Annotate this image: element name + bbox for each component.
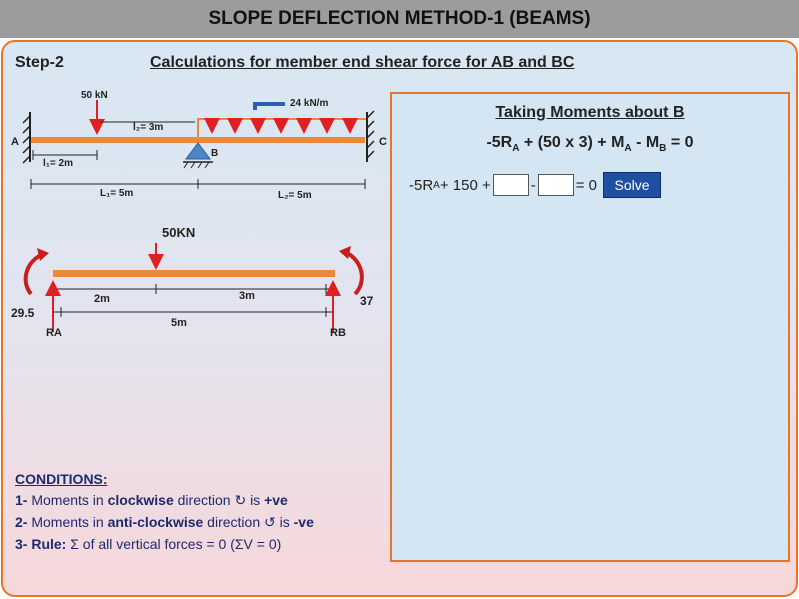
label-c: C bbox=[379, 136, 387, 148]
label-b: B bbox=[211, 148, 218, 159]
condition-3: 3- Rule: Σ of all vertical forces = 0 (Σ… bbox=[15, 536, 282, 552]
dim-l1-label: l₁= 2m bbox=[43, 158, 73, 169]
condition-1: 1- Moments in clockwise direction ↻ is +… bbox=[15, 492, 288, 508]
conditions-section: CONDITIONS: 1- Moments in clockwise dire… bbox=[15, 471, 314, 552]
reaction-a-label: RA bbox=[46, 327, 62, 339]
fbd-dim-left: 2m bbox=[94, 293, 110, 305]
content-panel: Step-2 Calculations for member end shear… bbox=[1, 40, 798, 597]
fbd-span-label: 5m bbox=[171, 317, 187, 329]
moment-right-arrow bbox=[344, 250, 364, 296]
mb-value-input[interactable] bbox=[537, 174, 574, 196]
conditions-title: CONDITIONS: bbox=[15, 471, 108, 487]
beam bbox=[31, 137, 365, 143]
calculation-title: Calculations for member end shear force … bbox=[150, 54, 575, 71]
fbd-load-label: 50KN bbox=[162, 225, 195, 240]
udl-label: 24 kN/m bbox=[290, 98, 328, 109]
span-l2-label: L₂= 5m bbox=[278, 190, 312, 201]
point-load-label: 50 kN bbox=[81, 90, 108, 101]
box-title: Taking Moments about B bbox=[495, 104, 685, 121]
solve-button[interactable]: Solve bbox=[603, 172, 662, 198]
fbd-dim-right: 3m bbox=[239, 290, 255, 302]
moment-calculation-box: Taking Moments about B -5RA + (50 x 3) +… bbox=[390, 92, 790, 562]
page-title: SLOPE DEFLECTION METHOD-1 (BEAMS) bbox=[208, 8, 591, 29]
ma-value-input[interactable] bbox=[492, 174, 529, 196]
span-l1-label: L₁= 5m bbox=[100, 188, 133, 199]
title-bar: SLOPE DEFLECTION METHOD-1 (BEAMS) bbox=[0, 0, 799, 38]
moment-left-arrow bbox=[23, 252, 44, 296]
udl-arrows bbox=[204, 118, 358, 134]
label-a: A bbox=[11, 136, 19, 148]
condition-2: 2- Moments in anti-clockwise direction ↺… bbox=[15, 514, 314, 530]
dim-l2-label: l₂= 3m bbox=[133, 122, 163, 133]
fixed-support-a bbox=[22, 112, 31, 164]
udl-pointer bbox=[253, 102, 285, 110]
beam-diagram: A C B 50 kN l₂= 3m bbox=[11, 90, 387, 339]
reaction-b-label: RB bbox=[330, 327, 346, 339]
moment-equation: -5RA + (50 x 3) + MA - MB = 0 bbox=[486, 134, 694, 155]
equation-input-row: -5R A + 150 + - = 0 Solve bbox=[409, 172, 662, 198]
fixed-support-c bbox=[366, 110, 375, 162]
fbd-beam bbox=[53, 270, 335, 277]
pin-support-b bbox=[185, 142, 211, 160]
moment-left-value: 29.5 bbox=[11, 306, 35, 320]
moment-right-value: 37 bbox=[360, 294, 374, 308]
step-label: Step-2 bbox=[15, 54, 64, 71]
